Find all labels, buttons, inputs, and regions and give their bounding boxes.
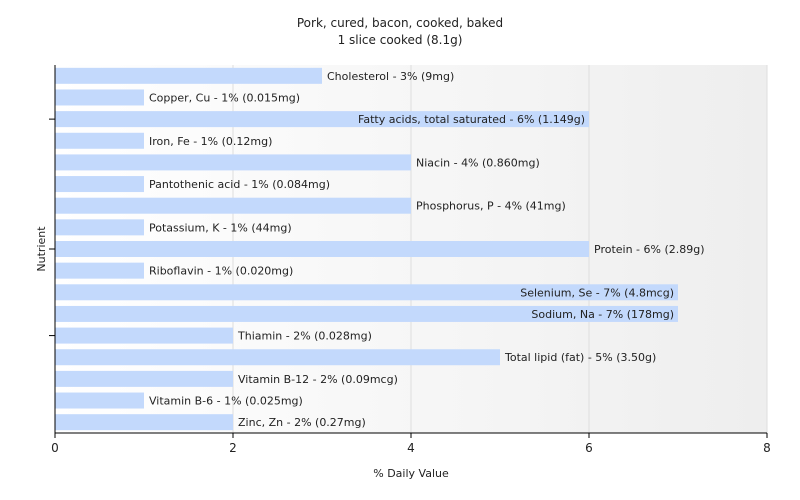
data-label: Cholesterol - 3% (9mg) <box>327 70 454 83</box>
data-label: Fatty acids, total saturated - 6% (1.149… <box>358 113 585 126</box>
bars: Cholesterol - 3% (9mg) Copper, Cu - 1% (0… <box>55 67 705 431</box>
x-tick-label: 2 <box>229 441 237 455</box>
bar <box>55 67 322 84</box>
data-label: Thiamin - 2% (0.028mg) <box>237 330 372 343</box>
bar <box>55 132 144 149</box>
x-tick-label: 4 <box>407 441 415 455</box>
chart-title: Pork, cured, bacon, cooked, baked <box>296 16 504 30</box>
bar <box>55 154 411 171</box>
bar <box>55 176 144 193</box>
data-label: Total lipid (fat) - 5% (3.50g) <box>504 351 656 364</box>
data-label: Selenium, Se - 7% (4.8mcg) <box>520 286 674 299</box>
data-label: Phosphorus, P - 4% (41mg) <box>416 200 566 213</box>
axes: 0 2 4 6 8 <box>49 65 771 455</box>
bar <box>55 414 233 431</box>
bar <box>55 349 500 366</box>
data-label: Pantothenic acid - 1% (0.084mg) <box>149 178 330 191</box>
data-label: Copper, Cu - 1% (0.015mg) <box>149 91 300 104</box>
data-label: Vitamin B-12 - 2% (0.09mcg) <box>238 373 398 386</box>
data-label: Protein - 6% (2.89g) <box>594 243 705 256</box>
bar <box>55 241 589 257</box>
bar <box>55 89 144 106</box>
bar <box>55 392 144 409</box>
x-axis-title: % Daily Value <box>373 467 449 480</box>
data-label: Potassium, K - 1% (44mg) <box>149 221 292 234</box>
data-label: Zinc, Zn - 2% (0.27mg) <box>238 416 366 429</box>
y-axis-title: Nutrient <box>35 226 48 272</box>
bar <box>55 327 233 344</box>
data-label: Iron, Fe - 1% (0.12mg) <box>149 135 272 148</box>
data-label: Riboflavin - 1% (0.020mg) <box>149 265 293 278</box>
bar <box>55 197 411 214</box>
bar <box>55 305 678 322</box>
data-label: Vitamin B-6 - 1% (0.025mg) <box>149 395 303 408</box>
bar <box>55 262 144 279</box>
bar <box>55 111 589 128</box>
x-tick-label: 6 <box>585 441 593 455</box>
bar <box>55 284 678 301</box>
bar <box>55 219 144 236</box>
bar <box>55 370 233 387</box>
data-label: Niacin - 4% (0.860mg) <box>416 156 540 169</box>
data-label: Sodium, Na - 7% (178mg) <box>531 308 674 321</box>
x-tick-label: 8 <box>763 441 771 455</box>
chart-subtitle: 1 slice cooked (8.1g) <box>337 33 463 47</box>
x-tick-label: 0 <box>51 441 59 455</box>
